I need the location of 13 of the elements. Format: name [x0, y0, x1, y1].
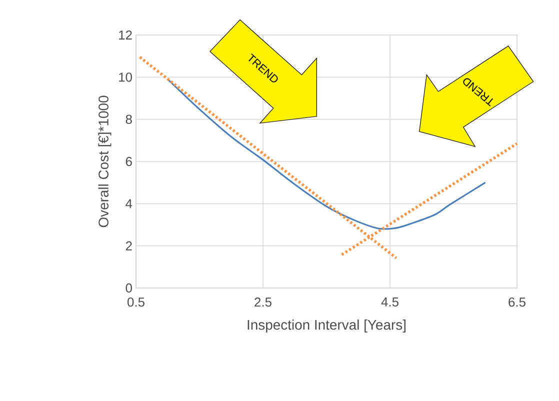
- x-tick-label: 2.5: [254, 298, 272, 307]
- y-tick-label: 6: [126, 156, 132, 166]
- y-tick-label: 8: [126, 114, 132, 124]
- x-tick-label: 4.5: [381, 298, 398, 307]
- x-tick-label: 0.5: [128, 298, 144, 307]
- y-tick-label: 0: [126, 283, 132, 293]
- x-tick-label: 6.5: [508, 298, 526, 307]
- x-axis-title: Inspection Interval [Years]: [248, 320, 406, 333]
- y-tick-label: 2: [126, 241, 132, 250]
- y-axis-title: Overall Cost [€]*1000: [98, 96, 112, 228]
- y-tick-label: 4: [126, 199, 132, 208]
- y-tick-label: 10: [119, 72, 132, 82]
- y-tick-label: 12: [119, 30, 132, 40]
